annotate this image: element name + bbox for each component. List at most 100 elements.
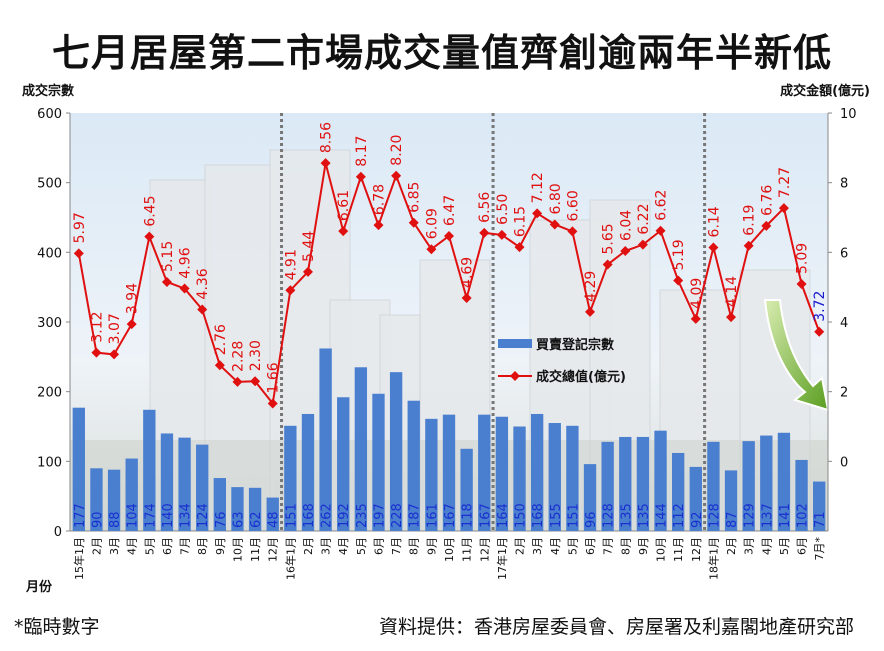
line-value-label: 2.30 — [248, 340, 264, 371]
line-marker — [726, 312, 737, 323]
line-marker — [673, 275, 684, 286]
line-value-label: 4.29 — [583, 271, 599, 302]
line-value-label: 6.76 — [759, 185, 775, 216]
line-marker — [602, 259, 613, 270]
x-tick-label: 16年1月 — [283, 537, 297, 580]
bar-value-label: 144 — [655, 503, 670, 528]
x-tick-label: 8月 — [196, 537, 209, 555]
left-axis-title: 成交宗數 — [22, 84, 75, 99]
line-value-label: 6.80 — [548, 183, 564, 214]
x-axis-title: 月份 — [26, 580, 53, 595]
left-tick-label: 400 — [37, 246, 62, 261]
left-tick-label: 200 — [37, 386, 62, 401]
bar — [478, 414, 491, 531]
bar-value-label: 151 — [284, 503, 299, 528]
line-marker — [126, 319, 137, 330]
bar — [372, 393, 385, 531]
x-tick-label: 8月 — [619, 537, 632, 555]
bar — [742, 441, 755, 531]
x-tick-label: 6月 — [161, 537, 174, 555]
line-marker — [109, 349, 120, 360]
bar — [160, 433, 174, 531]
line-marker — [514, 242, 525, 253]
bar-value-label: 92 — [690, 511, 705, 528]
bar-value-label: 140 — [161, 503, 176, 528]
bar-value-label: 177 — [73, 503, 88, 528]
line-value-label: 8.20 — [389, 135, 405, 166]
bar — [178, 437, 191, 531]
x-tick-label: 17年1月 — [495, 537, 509, 580]
line-value-label: 6.47 — [442, 195, 458, 226]
x-tick-label: 12月 — [267, 537, 280, 562]
line-value-label: 3.07 — [107, 313, 123, 344]
x-tick-label: 10月 — [655, 537, 668, 562]
x-tick-label: 3月 — [743, 537, 756, 555]
line-value-label: 6.14 — [706, 206, 722, 237]
line-marker — [444, 230, 454, 241]
bar-value-label: 124 — [196, 503, 211, 528]
bar-value-label: 174 — [143, 503, 158, 528]
bar — [548, 423, 561, 531]
line-marker — [778, 203, 789, 214]
line-value-label: 4.14 — [724, 276, 740, 307]
bar — [90, 468, 103, 531]
line-marker — [549, 219, 560, 230]
bar-value-label: 128 — [707, 503, 722, 528]
bar — [583, 464, 597, 531]
bar — [513, 426, 526, 531]
line-value-label: 5.65 — [601, 223, 617, 254]
line-value-label: 6.09 — [424, 208, 440, 239]
line-marker — [461, 292, 472, 303]
line-value-label: 4.96 — [178, 247, 194, 278]
bar — [231, 487, 244, 531]
line-marker — [320, 158, 331, 169]
bar — [301, 413, 315, 531]
line-marker — [232, 376, 243, 387]
line-marker — [179, 283, 190, 294]
bar-value-label: 90 — [90, 511, 105, 528]
bar — [196, 444, 209, 531]
bar — [636, 436, 650, 531]
bar — [460, 448, 473, 531]
bar — [354, 367, 368, 531]
line-value-label: 6.15 — [513, 206, 529, 237]
line-value-label: 1.66 — [266, 362, 282, 393]
bar-value-label: 128 — [602, 503, 617, 528]
line-value-label: 4.09 — [689, 278, 705, 309]
x-tick-label: 8月 — [408, 537, 421, 555]
bar — [566, 425, 579, 531]
bar-value-label: 187 — [408, 503, 423, 528]
bar-value-label: 262 — [320, 503, 335, 528]
bar — [248, 487, 262, 531]
line-marker — [761, 220, 772, 231]
bar-value-label: 161 — [425, 503, 440, 528]
legend-bar-label: 買賣登記宗數 — [536, 337, 614, 353]
line-value-label: 2.28 — [230, 341, 246, 372]
x-tick-label: 6月 — [584, 537, 597, 555]
x-tick-label: 2月 — [725, 537, 738, 555]
bar-value-label: 87 — [725, 511, 740, 528]
line-marker — [426, 244, 437, 255]
chart-title: 七月居屋第二市場成交量值齊創逾兩年半新低 — [51, 31, 832, 75]
bar — [284, 425, 297, 531]
line-value-label: 6.56 — [477, 192, 493, 223]
line-value-label: 6.78 — [371, 184, 387, 215]
bar — [813, 481, 826, 531]
bar-value-label: 63 — [231, 511, 246, 528]
left-tick-label: 600 — [37, 107, 62, 122]
left-tick-label: 100 — [37, 455, 62, 470]
x-tick-label: 9月 — [425, 537, 438, 555]
line-value-label: 6.62 — [654, 190, 670, 221]
x-tick-label: 4月 — [549, 537, 562, 555]
bar-value-label: 134 — [179, 503, 194, 528]
line-value-label: 6.45 — [142, 195, 158, 226]
line-marker — [73, 248, 84, 259]
line-marker — [338, 226, 349, 237]
bar — [707, 441, 720, 531]
x-tick-label: 10月 — [443, 537, 456, 562]
right-tick-label: 10 — [840, 107, 857, 122]
line-value-label: 4.36 — [195, 268, 211, 299]
x-tick-label: 15年1月 — [72, 537, 86, 580]
x-tick-label: 3月 — [531, 537, 544, 555]
line-marker — [408, 217, 419, 228]
